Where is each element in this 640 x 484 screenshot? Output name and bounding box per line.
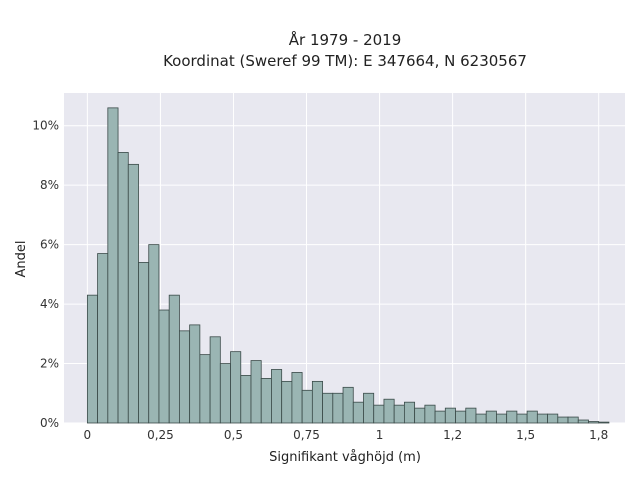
x-tick-label: 0,25 — [147, 428, 174, 442]
histogram-bar — [271, 369, 283, 424]
x-axis-ticks: 0 0,25 0,5 0,75 1 1,2 1,5 1,8 — [84, 428, 609, 442]
x-tick-label: 0,5 — [224, 428, 243, 442]
histogram-bar — [281, 380, 293, 424]
y-tick-label: 4% — [40, 297, 59, 311]
y-tick-label: 8% — [40, 178, 59, 192]
x-tick-label: 1 — [376, 428, 384, 442]
chart-subtitle: Koordinat (Sweref 99 TM): E 347664, N 62… — [163, 52, 527, 70]
y-tick-label: 2% — [40, 357, 59, 371]
histogram-bar — [138, 262, 150, 424]
histogram-bar — [373, 404, 385, 424]
histogram-bar — [219, 363, 231, 424]
histogram-bar — [485, 410, 497, 424]
y-tick-label: 6% — [40, 238, 59, 252]
histogram-bar — [557, 416, 569, 424]
histogram-bar — [475, 413, 487, 424]
histogram-bar — [414, 407, 426, 424]
y-axis-label: Andel — [14, 241, 29, 278]
histogram-bar — [465, 407, 477, 424]
histogram-bar — [107, 107, 119, 424]
histogram-bar — [86, 294, 99, 424]
histogram-bar — [403, 401, 416, 424]
histogram-bar — [577, 419, 589, 424]
chart-title: År 1979 - 2019 — [289, 30, 402, 49]
histogram-bar — [444, 407, 456, 424]
histogram-bar — [291, 372, 303, 424]
histogram-bar — [342, 386, 354, 424]
histogram-bar — [199, 354, 211, 424]
histogram-bar — [383, 398, 395, 424]
histogram-bar — [148, 244, 160, 424]
histogram-bar — [117, 152, 129, 424]
histogram-bar — [301, 389, 313, 424]
x-tick-label: 1,5 — [516, 428, 535, 442]
histogram-bar — [506, 410, 518, 424]
histogram-bar — [189, 324, 201, 424]
histogram-bar — [598, 421, 610, 424]
histogram-bar — [496, 413, 508, 424]
histogram-bar — [179, 330, 191, 424]
histogram-bar — [322, 392, 334, 424]
histogram-bar — [516, 413, 528, 424]
histogram-bar — [260, 378, 272, 424]
histogram-bar — [311, 380, 323, 424]
histogram-bar — [168, 294, 180, 424]
bars — [86, 107, 610, 424]
x-tick-label: 1,8 — [589, 428, 608, 442]
histogram-bar — [230, 351, 242, 424]
histogram-bar — [352, 401, 364, 424]
histogram-bar — [393, 404, 405, 424]
histogram-bar — [332, 392, 344, 424]
y-tick-label: 10% — [32, 119, 59, 133]
histogram-bar — [424, 404, 436, 424]
histogram-bar — [97, 253, 109, 424]
x-axis-label: Signifikant våghöjd (m) — [269, 450, 421, 465]
x-tick-label: 1,2 — [443, 428, 462, 442]
histogram-bar — [526, 410, 538, 424]
x-tick-label: 0 — [84, 428, 92, 442]
histogram-bar — [455, 410, 467, 424]
histogram-bar — [567, 416, 579, 424]
histogram-bar — [547, 413, 559, 424]
histogram-bar — [209, 336, 221, 424]
histogram-bar — [588, 421, 600, 424]
histogram-bar — [127, 163, 139, 424]
y-tick-label: 0% — [40, 416, 59, 430]
histogram-bar — [536, 413, 548, 424]
histogram-bar — [240, 375, 252, 424]
histogram-bar — [363, 392, 375, 424]
histogram-bar — [434, 410, 446, 424]
histogram-bar — [158, 309, 170, 424]
x-tick-label: 0,75 — [293, 428, 320, 442]
histogram-bar — [250, 360, 262, 424]
y-axis-ticks: 0% 2% 4% 6% 8% 10% — [32, 119, 59, 430]
